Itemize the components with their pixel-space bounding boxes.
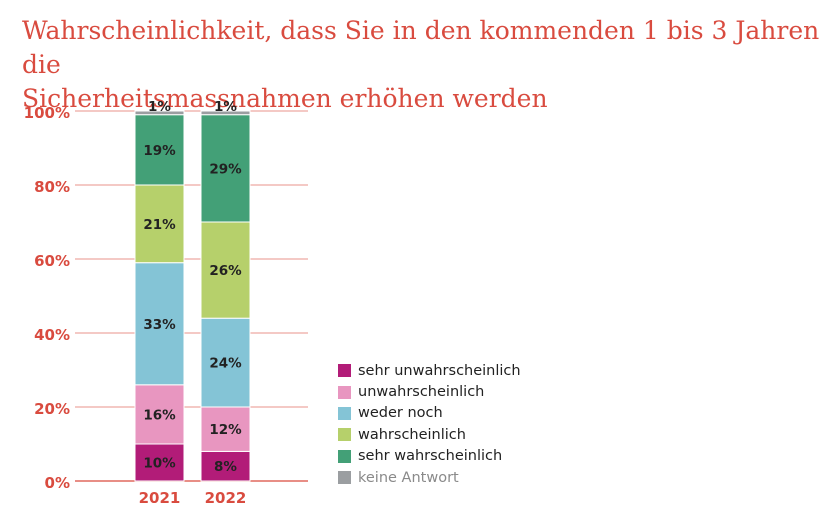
bar-value-label: 10% bbox=[143, 456, 176, 472]
y-tick-label: 100% bbox=[24, 104, 70, 122]
legend-item: keine Antwort bbox=[338, 467, 521, 488]
bar-segment bbox=[134, 110, 185, 116]
y-tick-label: 0% bbox=[45, 474, 70, 492]
bar-value-label: 1% bbox=[214, 99, 237, 115]
bar-segment bbox=[200, 110, 251, 116]
legend-item: wahrscheinlich bbox=[338, 424, 521, 445]
bar-value-label: 29% bbox=[209, 161, 242, 177]
bar-segment bbox=[134, 114, 185, 186]
bar-segment bbox=[200, 114, 251, 223]
legend-swatch bbox=[338, 428, 351, 442]
bar-value-label: 19% bbox=[143, 143, 176, 159]
legend-label: weder noch bbox=[358, 405, 443, 422]
chart-title-line-2: Sicherheitsmassnahmen erhöhen werden bbox=[22, 84, 548, 113]
y-tick-label: 40% bbox=[34, 326, 70, 344]
legend-swatch bbox=[338, 385, 351, 399]
x-tick-label: 2022 bbox=[205, 489, 247, 507]
legend-swatch bbox=[338, 406, 351, 420]
legend-swatch bbox=[338, 449, 351, 463]
legend-label: unwahrscheinlich bbox=[358, 384, 485, 401]
legend-label: sehr wahrscheinlich bbox=[358, 448, 503, 465]
bar-value-label: 1% bbox=[148, 99, 171, 115]
legend-label: keine Antwort bbox=[358, 469, 459, 486]
chart-title: Wahrscheinlichkeit, dass Sie in den komm… bbox=[22, 14, 822, 116]
legend: sehr unwahrscheinlich unwahrscheinlich wed… bbox=[338, 360, 521, 488]
bar-value-label: 12% bbox=[209, 422, 242, 438]
bar-value-label: 33% bbox=[143, 317, 176, 333]
chart-title-line-1: Wahrscheinlichkeit, dass Sie in den komm… bbox=[22, 16, 820, 79]
legend-item: weder noch bbox=[338, 403, 521, 424]
bar-segment bbox=[200, 450, 251, 482]
x-tick-label: 2021 bbox=[139, 489, 181, 507]
y-axis-ticks: 0% 20% 40% 60% 80% 100% bbox=[24, 104, 70, 492]
legend-swatch bbox=[338, 364, 351, 378]
y-tick-label: 80% bbox=[34, 178, 70, 196]
y-tick-label: 20% bbox=[34, 400, 70, 418]
bar-segment bbox=[200, 221, 251, 319]
x-axis-ticks: 2021 2022 bbox=[139, 489, 247, 507]
bars: 10% 16% 33% 21% 19% 1% 8% 12% 24% 26% 29% 1% bbox=[134, 99, 251, 482]
legend-item: unwahrscheinlich bbox=[338, 381, 521, 402]
bar-value-label: 24% bbox=[209, 356, 242, 372]
bar-segment bbox=[134, 384, 185, 445]
legend-swatch bbox=[338, 471, 351, 485]
bar-value-label: 8% bbox=[214, 459, 237, 475]
bar-value-label: 16% bbox=[143, 407, 176, 423]
gridlines bbox=[75, 110, 308, 482]
legend-item: sehr unwahrscheinlich bbox=[338, 360, 521, 381]
legend-label: sehr unwahrscheinlich bbox=[358, 362, 521, 379]
bar-value-label: 26% bbox=[209, 263, 242, 279]
y-tick-label: 60% bbox=[34, 252, 70, 270]
legend-label: wahrscheinlich bbox=[358, 426, 466, 443]
bar-segment bbox=[200, 317, 251, 408]
legend-item: sehr wahrscheinlich bbox=[338, 446, 521, 467]
bar-value-label: 21% bbox=[143, 217, 176, 233]
